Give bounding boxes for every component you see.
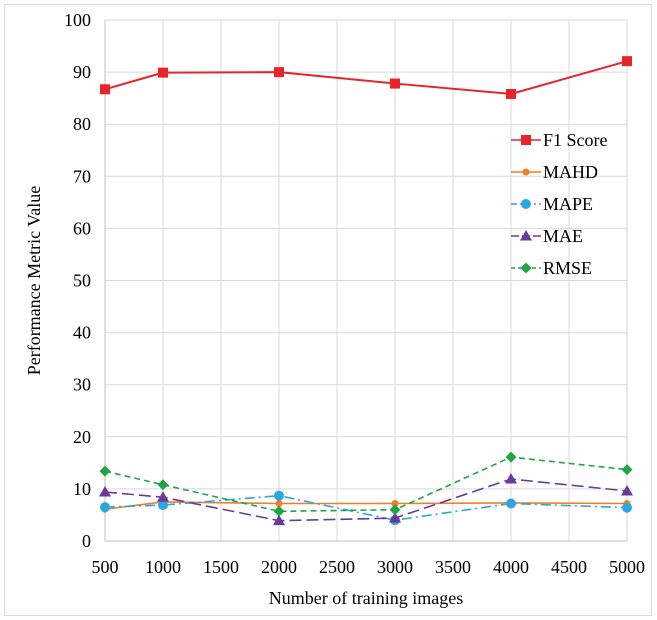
x-tick-label: 4500 [551,557,587,577]
x-tick-label: 5000 [609,557,645,577]
series-rmse [99,451,633,517]
legend-label: MAPE [543,194,593,214]
data-point-mae [505,473,517,484]
y-tick-label: 70 [73,166,91,186]
data-point-rmse [99,465,111,477]
y-tick-label: 50 [73,271,91,291]
legend-entry-mape: MAPE [511,194,593,214]
y-tick-label: 20 [73,427,91,447]
legend: F1 Score MAHD MAPE MAE RMSE [511,130,608,278]
y-tick-label: 80 [73,114,91,134]
series-f1-score [100,56,632,99]
y-axis-title: Performance Metric Value [24,186,44,376]
data-point-mae [157,491,169,502]
series-line-f1-score [104,60,628,95]
data-point-mape [506,498,516,509]
data-point-mape [622,502,632,513]
y-tick-labels: 0 10 20 30 40 50 60 70 80 90 100 [64,10,91,551]
y-tick-label: 100 [64,10,91,30]
legend-swatch-marker [520,262,532,274]
y-tick-label: 90 [73,62,91,82]
legend-entry-mae: MAE [511,226,583,246]
data-point-mahd [391,499,399,507]
x-tick-label: 1000 [145,557,181,577]
data-point-mae [99,486,111,497]
legend-swatch-marker [520,230,532,241]
y-tick-label: 10 [73,479,91,499]
y-tick-label: 0 [82,531,91,551]
legend-label: MAHD [543,162,598,182]
legend-label: RMSE [543,258,592,278]
data-point-mahd [275,499,283,507]
data-point-rmse [157,479,169,491]
x-tick-label: 500 [92,557,119,577]
legend-swatch-marker [521,135,531,145]
x-tick-label: 3500 [435,557,471,577]
data-point-f1-score [622,56,632,67]
data-point-rmse [389,504,401,516]
series-mape [100,490,632,526]
legend-entry-rmse: RMSE [511,258,592,278]
x-tick-label: 2000 [261,557,297,577]
series-line-rmse [104,456,628,513]
series-layer [99,56,633,526]
legend-label: MAE [543,226,583,246]
series-line-mae [104,478,628,522]
x-tick-labels: 500 1000 1500 2000 2500 3000 3500 4000 4500 5000 [92,557,646,577]
data-point-f1-score [274,67,284,78]
x-tick-label: 4000 [493,557,529,577]
data-point-f1-score [158,67,168,78]
data-point-f1-score [390,78,400,89]
chart-frame [4,4,652,616]
data-point-mape [100,502,110,513]
x-axis-title: Number of training images [269,588,463,608]
y-tick-label: 60 [73,218,91,238]
data-point-f1-score [506,88,516,99]
y-tick-label: 30 [73,375,91,395]
data-point-mae [621,484,633,496]
legend-entry-f1-score: F1 Score [511,130,608,150]
x-tick-label: 2500 [319,557,355,577]
data-point-f1-score [100,84,110,95]
y-tick-label: 40 [73,323,91,343]
x-tick-label: 1500 [203,557,239,577]
axes [104,20,627,542]
legend-swatch-marker [521,199,531,209]
series-line-mahd [104,501,628,511]
data-point-rmse [273,505,285,517]
data-point-rmse [505,451,517,463]
data-point-mape [158,500,168,511]
legend-entry-mahd: MAHD [511,162,598,182]
series-line-mape [104,494,628,521]
data-point-mape [274,490,284,501]
legend-swatch-marker [522,168,530,176]
data-point-rmse [621,464,633,476]
series-mae [99,473,633,526]
x-tick-label: 3000 [377,557,413,577]
legend-label: F1 Score [543,130,608,150]
grid [105,19,628,541]
data-point-mae [273,514,285,526]
data-point-mae [389,512,401,523]
